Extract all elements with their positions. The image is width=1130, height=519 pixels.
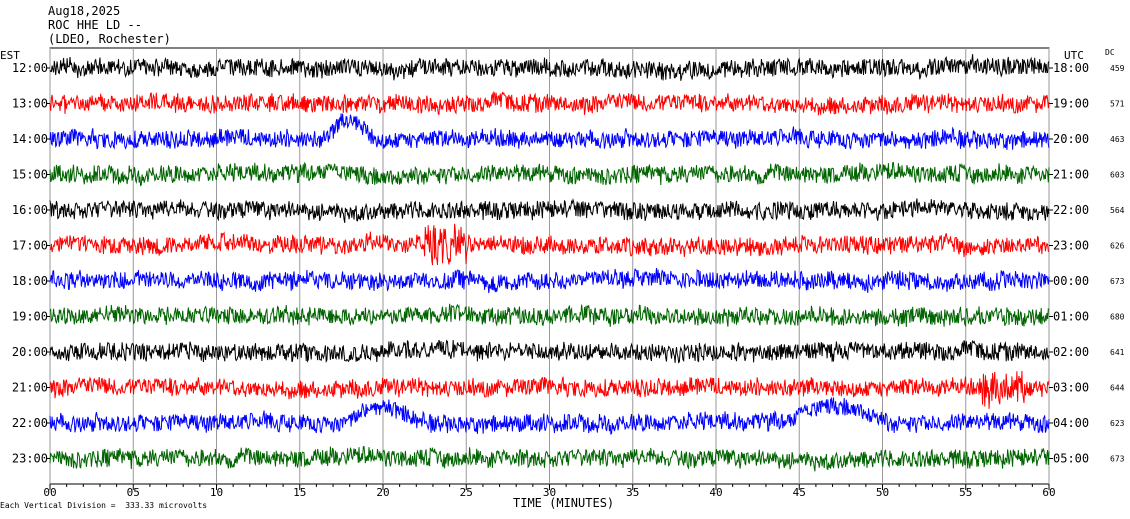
trace-row	[49, 223, 1050, 266]
est-label: 12:00	[12, 61, 48, 75]
est-label: 17:00	[12, 239, 48, 253]
x-tick-label: 40	[709, 486, 722, 499]
x-axis-label: TIME (MINUTES)	[513, 496, 615, 510]
dc-label: 673	[1110, 277, 1125, 286]
trace-row	[49, 161, 1050, 187]
dc-label: 626	[1110, 242, 1125, 251]
utc-label: 05:00	[1053, 452, 1089, 466]
x-tick-label: 55	[959, 486, 972, 499]
scale-footer: Each Vertical Division = 333.33 microvol…	[0, 501, 208, 510]
utc-label: 21:00	[1053, 168, 1089, 182]
utc-label: 23:00	[1053, 239, 1089, 253]
x-tick-label: 15	[293, 486, 306, 499]
x-tick-label: 50	[876, 486, 889, 499]
est-label: 13:00	[12, 97, 48, 111]
trace-row	[49, 370, 1050, 409]
est-label: 15:00	[12, 168, 48, 182]
trace-row	[49, 267, 1050, 294]
x-tick-label: 30	[543, 486, 556, 499]
utc-axis-title: UTC	[1064, 49, 1084, 62]
est-label: 16:00	[12, 203, 48, 217]
dc-label: 459	[1110, 64, 1125, 73]
x-tick-label: 25	[460, 486, 473, 499]
utc-label: 19:00	[1053, 97, 1089, 111]
header-station: ROC HHE LD --	[48, 18, 142, 32]
header-date: Aug18,2025	[48, 4, 121, 18]
dc-label: 571	[1110, 100, 1125, 109]
trace-row	[49, 113, 1050, 150]
est-label: 22:00	[12, 416, 48, 430]
dc-label: 641	[1110, 348, 1125, 357]
x-tick-label: 35	[626, 486, 639, 499]
trace-row	[49, 197, 1050, 223]
utc-label: 04:00	[1053, 416, 1089, 430]
dc-label: 564	[1110, 206, 1125, 215]
trace-row	[49, 54, 1050, 81]
utc-label: 22:00	[1053, 203, 1089, 217]
dc-label: 673	[1110, 455, 1125, 464]
dc-label: 644	[1110, 384, 1125, 393]
dc-label: 680	[1110, 313, 1125, 322]
est-label: 19:00	[12, 310, 48, 324]
x-tick-label: 20	[376, 486, 389, 499]
dc-label: 603	[1110, 171, 1125, 180]
utc-label: 20:00	[1053, 132, 1089, 146]
utc-label: 18:00	[1053, 61, 1089, 75]
x-tick-label: 10	[210, 486, 223, 499]
utc-label: 01:00	[1053, 310, 1089, 324]
est-label: 18:00	[12, 274, 48, 288]
dc-column-title: DC	[1105, 48, 1115, 57]
dc-label: 623	[1110, 419, 1125, 428]
est-label: 14:00	[12, 132, 48, 146]
est-label: 21:00	[12, 381, 48, 395]
utc-label: 00:00	[1053, 274, 1089, 288]
header-network: (LDEO, Rochester)	[48, 32, 171, 46]
x-tick-label: 05	[127, 486, 140, 499]
utc-label: 03:00	[1053, 381, 1089, 395]
x-tick-label: 00	[43, 486, 56, 499]
est-label: 20:00	[12, 345, 48, 359]
est-label: 23:00	[12, 452, 48, 466]
trace-row	[49, 445, 1050, 472]
trace-row	[49, 303, 1050, 328]
x-tick-label: 45	[793, 486, 806, 499]
trace-row	[49, 91, 1050, 116]
dc-label: 463	[1110, 135, 1125, 144]
utc-label: 02:00	[1053, 345, 1089, 359]
est-axis-title: EST	[0, 49, 20, 62]
x-tick-label: 60	[1042, 486, 1055, 499]
trace-row	[49, 339, 1050, 364]
trace-row	[49, 396, 1050, 436]
